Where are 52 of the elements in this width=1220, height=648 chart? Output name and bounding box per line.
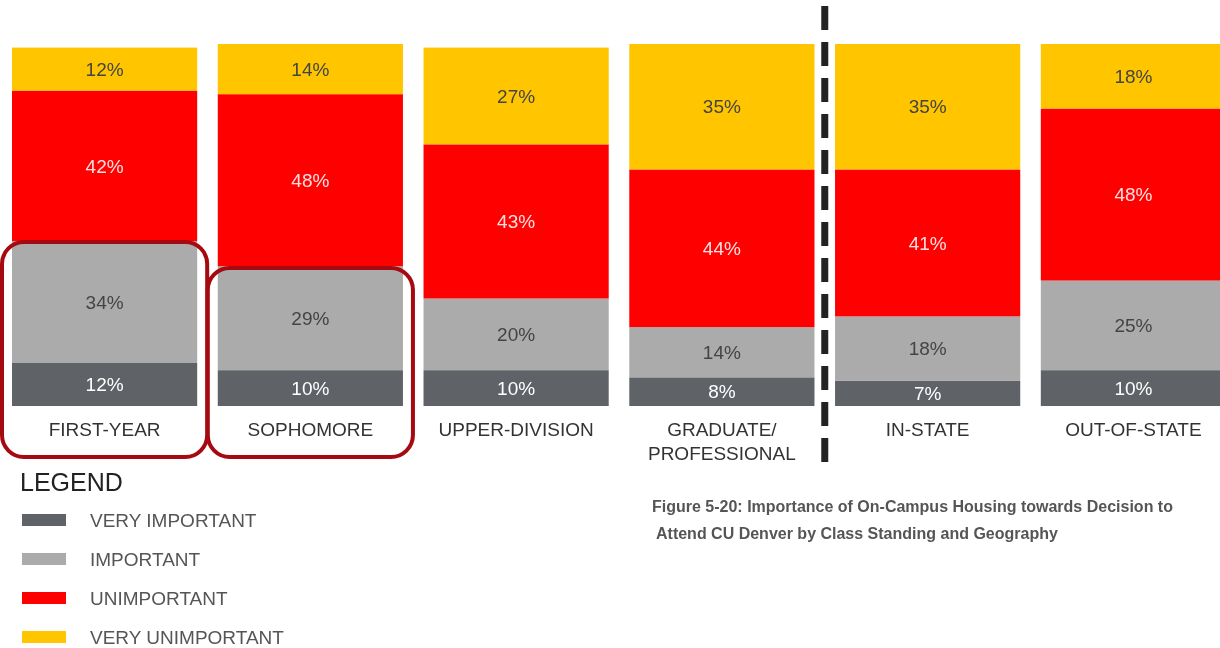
bar [423,47,609,145]
legend-label: VERY UNIMPORTANT [90,626,285,648]
bar [629,377,815,406]
bar [835,169,1021,317]
data-label: 44% [702,237,741,259]
data-label: 14% [291,58,330,80]
bar [835,44,1021,170]
bar [423,370,609,406]
legend-label: VERY IMPORTANT [90,509,257,531]
x-tick-label: FIRST-YEAR [48,419,161,440]
bar [12,362,198,406]
bar [423,144,609,299]
bar [835,316,1021,381]
bar [629,327,815,378]
data-label: 18% [1114,65,1153,87]
data-label: 7% [913,383,942,405]
data-label: 43% [497,211,536,233]
data-label: 48% [1114,184,1153,206]
data-label: 12% [85,58,124,80]
data-label: 8% [708,381,736,403]
data-label: 27% [497,85,536,107]
legend-label: IMPORTANT [90,548,201,570]
bar [217,44,403,95]
data-label: 48% [291,169,330,191]
legend-label: UNIMPORTANT [90,587,228,609]
data-label: 14% [702,341,741,363]
data-label: 41% [908,232,947,254]
data-label: 20% [497,323,536,345]
text: Figure 5-20: Importance of On-Campus Housing towards Decision to Attend CU Denver by Class Standing and Geography [652,498,1174,542]
data-label: 34% [85,291,124,313]
data-label: 35% [908,96,947,118]
data-label: 35% [702,96,741,118]
x-tick-label: GRADUATE/ PROFESSIONAL [647,419,796,464]
legend-title: LEGEND [20,468,123,496]
x-tick-label: IN-STATE [885,419,970,440]
x-tick-label: UPPER-DIVISION [438,419,594,440]
data-label: 10% [1114,377,1153,399]
bar [12,47,198,91]
x-tick-label: OUT-OF-STATE [1065,419,1202,440]
x-tick-label: SOPHOMORE [247,419,374,440]
data-label: 12% [85,374,124,396]
data-label: 10% [291,377,330,399]
data-label: 29% [291,307,330,329]
data-label: 18% [908,338,947,360]
data-label: 10% [497,377,536,399]
bar [835,380,1021,406]
bar [423,298,609,371]
bar [629,44,815,170]
data-label: 42% [85,155,124,177]
bar [217,370,403,406]
bar [629,169,815,328]
data-label: 25% [1114,315,1153,337]
